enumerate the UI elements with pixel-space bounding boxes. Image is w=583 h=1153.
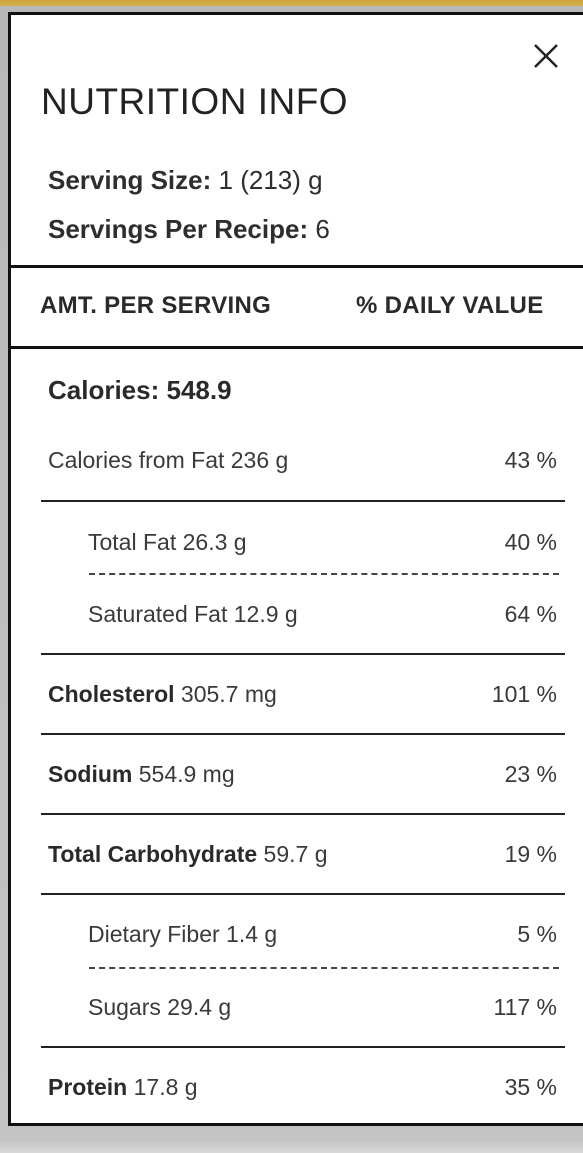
nutrient-row-protein: Protein 17.8 g 35 % <box>41 1047 557 1127</box>
nutrient-row-calories-from-fat: Calories from Fat 236 g 43 % <box>41 420 557 500</box>
nutrient-name: Total Carbohydrate <box>48 841 258 867</box>
nutrient-daily-value: 40 % <box>504 529 557 555</box>
nutrient-name: Sodium <box>48 761 133 787</box>
table-header: AMT. PER SERVING % DAILY VALUE <box>11 265 583 349</box>
nutrient-amount: 554.9 mg <box>138 761 235 787</box>
nutrient-daily-value: 5 % <box>517 921 557 947</box>
nutrient-name: Calories from Fat <box>48 447 225 473</box>
nutrient-amount: 26.3 g <box>182 529 247 555</box>
nutrient-amount: 305.7 mg <box>180 681 277 707</box>
nutrient-name: Cholesterol <box>48 681 175 707</box>
close-icon[interactable] <box>531 41 561 71</box>
servings-per-recipe-label: Servings Per Recipe: <box>48 214 309 244</box>
modal-title: NUTRITION INFO <box>41 81 349 122</box>
daily-value-header: % DAILY VALUE <box>356 292 544 319</box>
servings-per-recipe: Servings Per Recipe: 6 <box>48 214 330 245</box>
nutrient-name: Total Fat <box>88 529 177 555</box>
calories-value: 548.9 <box>166 375 232 405</box>
nutrition-modal: NUTRITION INFO Serving Size: 1 (213) g S… <box>8 12 583 1126</box>
divider <box>41 653 565 655</box>
nutrient-amount: 12.9 g <box>233 601 298 627</box>
nutrient-row-cholesterol: Cholesterol 305.7 mg 101 % <box>41 654 557 734</box>
divider <box>41 893 565 895</box>
nutrient-row-dietary-fiber: Dietary Fiber 1.4 g 5 % <box>41 894 557 974</box>
serving-size-label: Serving Size: <box>48 165 212 195</box>
divider <box>41 733 565 735</box>
nutrient-amount: 1.4 g <box>226 921 278 947</box>
nutrient-amount: 236 g <box>230 447 289 473</box>
nutrient-name: Dietary Fiber <box>88 921 220 947</box>
close-button[interactable] <box>531 41 561 71</box>
nutrient-row-saturated-fat: Saturated Fat 12.9 g 64 % <box>41 574 557 654</box>
nutrient-amount: 29.4 g <box>167 994 232 1020</box>
dashed-divider <box>89 967 559 969</box>
serving-size: Serving Size: 1 (213) g <box>48 165 323 196</box>
nutrient-daily-value: 43 % <box>504 447 557 473</box>
nutrient-daily-value: 117 % <box>493 994 557 1020</box>
nutrient-name: Protein <box>48 1074 128 1100</box>
nutrient-daily-value: 23 % <box>504 761 557 787</box>
nutrient-name: Sugars <box>88 994 161 1020</box>
nutrient-amount: 59.7 g <box>263 841 328 867</box>
nutrient-daily-value: 35 % <box>504 1074 557 1100</box>
serving-size-value: 1 (213) g <box>218 165 323 195</box>
servings-per-recipe-value: 6 <box>315 214 330 244</box>
divider <box>41 813 565 815</box>
dashed-divider <box>89 573 559 575</box>
nutrient-row-total-fat: Total Fat 26.3 g 40 % <box>41 502 557 582</box>
amount-per-serving-header: AMT. PER SERVING <box>40 292 272 319</box>
divider <box>41 500 565 502</box>
nutrient-row-total-carbohydrate: Total Carbohydrate 59.7 g 19 % <box>41 814 557 894</box>
calories: Calories: 548.9 <box>48 375 232 406</box>
nutrient-name: Saturated Fat <box>88 601 228 627</box>
nutrient-daily-value: 64 % <box>504 601 557 627</box>
nutrient-daily-value: 19 % <box>504 841 557 867</box>
calories-label: Calories: <box>48 375 160 405</box>
nutrient-amount: 17.8 g <box>133 1074 198 1100</box>
nutrient-daily-value: 101 % <box>491 681 557 707</box>
divider <box>41 1046 565 1048</box>
nutrient-row-sodium: Sodium 554.9 mg 23 % <box>41 734 557 814</box>
nutrient-row-sugars: Sugars 29.4 g 117 % <box>41 967 557 1047</box>
